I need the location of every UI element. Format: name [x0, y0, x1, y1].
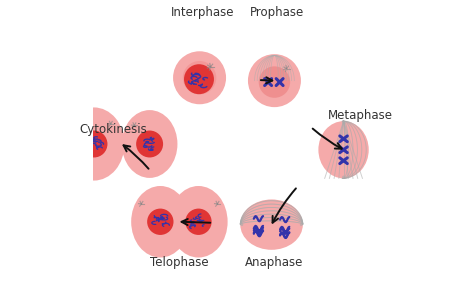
Text: Cytokinesis: Cytokinesis: [79, 123, 147, 136]
Text: Telophase: Telophase: [150, 255, 209, 269]
Circle shape: [342, 121, 345, 124]
Circle shape: [342, 175, 345, 178]
Ellipse shape: [64, 107, 125, 181]
Ellipse shape: [169, 186, 228, 257]
Circle shape: [184, 64, 214, 94]
Circle shape: [81, 130, 108, 158]
Text: Anaphase: Anaphase: [245, 255, 304, 269]
Circle shape: [259, 66, 290, 98]
Circle shape: [185, 209, 212, 235]
Circle shape: [147, 209, 173, 235]
Text: Metaphase: Metaphase: [328, 109, 393, 122]
Ellipse shape: [240, 200, 303, 250]
Circle shape: [173, 51, 226, 104]
Ellipse shape: [131, 186, 190, 257]
Circle shape: [300, 223, 303, 226]
Circle shape: [240, 223, 243, 226]
Circle shape: [248, 54, 301, 107]
Text: Prophase: Prophase: [250, 6, 304, 20]
Circle shape: [136, 130, 163, 158]
Ellipse shape: [122, 110, 177, 178]
Ellipse shape: [319, 121, 369, 178]
Text: Interphase: Interphase: [171, 6, 234, 20]
Circle shape: [183, 61, 216, 94]
